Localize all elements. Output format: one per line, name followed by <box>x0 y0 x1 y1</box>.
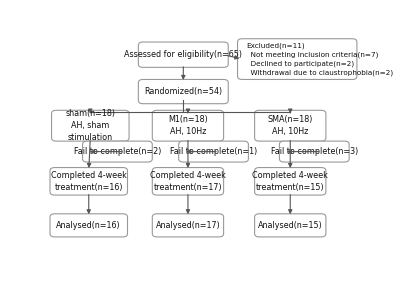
FancyBboxPatch shape <box>255 168 326 195</box>
Text: SMA(n=18)
AH, 10Hz: SMA(n=18) AH, 10Hz <box>268 115 313 136</box>
Text: Analysed(n=17): Analysed(n=17) <box>156 221 220 230</box>
FancyBboxPatch shape <box>82 141 152 162</box>
FancyBboxPatch shape <box>52 110 129 141</box>
Text: Completed 4-week
treatment(n=17): Completed 4-week treatment(n=17) <box>150 171 226 192</box>
Text: Fail to complete(n=1): Fail to complete(n=1) <box>170 147 257 156</box>
Text: Analysed(n=15): Analysed(n=15) <box>258 221 323 230</box>
Text: Fail to complete(n=2): Fail to complete(n=2) <box>74 147 161 156</box>
Text: M1(n=18)
AH, 10Hz: M1(n=18) AH, 10Hz <box>168 115 208 136</box>
FancyBboxPatch shape <box>255 214 326 237</box>
FancyBboxPatch shape <box>50 168 128 195</box>
FancyBboxPatch shape <box>255 110 326 141</box>
Text: Excluded(n=11)
  Not meeting inclusion criteria(n=7)
  Declined to participate(n: Excluded(n=11) Not meeting inclusion cri… <box>246 42 393 76</box>
Text: Randomized(n=54): Randomized(n=54) <box>144 87 222 96</box>
Text: sham(n=18)
AH, sham
stimulation: sham(n=18) AH, sham stimulation <box>65 110 115 142</box>
FancyBboxPatch shape <box>238 39 357 80</box>
FancyBboxPatch shape <box>138 42 228 67</box>
Text: Assessed for eligibility(n=65): Assessed for eligibility(n=65) <box>124 50 242 59</box>
FancyBboxPatch shape <box>138 80 228 104</box>
FancyBboxPatch shape <box>152 110 224 141</box>
Text: Completed 4-week
treatment(n=15): Completed 4-week treatment(n=15) <box>252 171 328 192</box>
FancyBboxPatch shape <box>179 141 248 162</box>
FancyBboxPatch shape <box>152 214 224 237</box>
Text: Analysed(n=16): Analysed(n=16) <box>56 221 121 230</box>
FancyBboxPatch shape <box>152 168 224 195</box>
FancyBboxPatch shape <box>279 141 349 162</box>
FancyBboxPatch shape <box>50 214 128 237</box>
Text: Fail to complete(n=3): Fail to complete(n=3) <box>271 147 358 156</box>
Text: Completed 4-week
treatment(n=16): Completed 4-week treatment(n=16) <box>51 171 127 192</box>
